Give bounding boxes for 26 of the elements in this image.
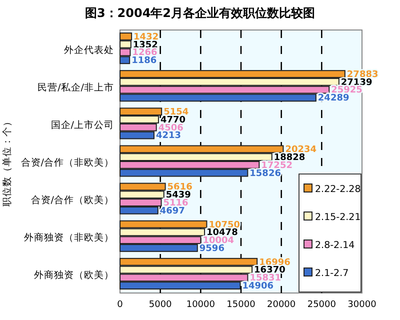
x-tick-label: 0 — [117, 300, 124, 310]
y-tick-label: 外企代表处 — [64, 44, 114, 56]
y-tick-label: 外商独资（非欧美） — [24, 232, 114, 244]
x-tick-label: 30000 — [348, 300, 377, 310]
y-tick-label: 合资/合作（非欧美） — [20, 156, 114, 168]
x-tick-label: 15000 — [226, 300, 256, 310]
legend-label: 2.1-2.7 — [315, 268, 349, 279]
legend-label: 2.22-2.28 — [315, 184, 361, 195]
x-tick-label: 10000 — [186, 300, 216, 310]
y-tick-label: 民营/私企/非上市 — [38, 81, 114, 94]
data-label: 9596 — [199, 244, 224, 254]
legend-label: 2.15-2.21 — [315, 212, 361, 223]
chart-title: 图3：2004年2月各企业有效职位数比较图 — [84, 6, 316, 20]
data-label: 1186 — [132, 56, 157, 66]
y-tick-label: 外商独资（欧美） — [34, 269, 114, 282]
x-tick-label: 25000 — [307, 300, 336, 310]
legend-label: 2.8-2.14 — [315, 240, 355, 251]
data-label: 4770 — [160, 115, 186, 126]
y-tick-label: 合资/合作（欧美） — [30, 194, 114, 206]
data-label: 14906 — [242, 281, 274, 292]
data-label: 15826 — [250, 168, 281, 179]
x-tick-label: 20000 — [267, 300, 296, 310]
data-label: 4213 — [156, 131, 182, 142]
y-axis-title: 职位数（单位：个） — [1, 116, 13, 206]
x-tick-label: 5000 — [148, 300, 172, 310]
y-tick-label: 国企/上市公司 — [50, 118, 114, 131]
